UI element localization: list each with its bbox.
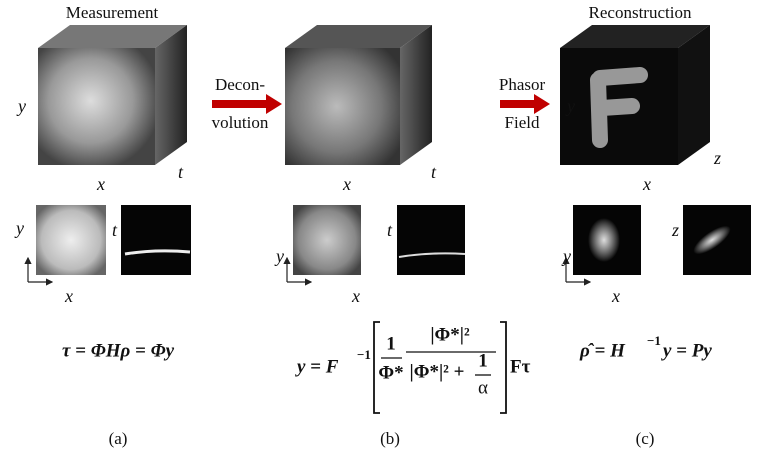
eq-part: y = F: [295, 356, 339, 377]
axis-label: x: [642, 174, 651, 194]
eq-part: Φ*: [378, 362, 403, 383]
xy-image: [293, 205, 361, 275]
arrow-head: [266, 94, 282, 114]
panel-title: Measurement: [66, 3, 159, 22]
xy-image: [36, 205, 106, 275]
eq-part: ρ̂ = H: [579, 340, 626, 361]
arrow-label: Phasor: [499, 75, 546, 94]
bracket: [373, 321, 380, 414]
axis-label: z: [713, 148, 721, 168]
equation: τ = ΦHρ = Φy: [62, 340, 175, 361]
axis-label: t: [387, 220, 393, 240]
axis-label: x: [342, 174, 351, 194]
eq-part: y = Py: [661, 340, 712, 361]
axis-label: y: [16, 96, 26, 116]
blob: [588, 218, 620, 262]
arrow-label: Field: [505, 113, 540, 132]
equation-c: ρ̂ = H −1 y = Py: [579, 333, 712, 361]
arrow-label: Decon-: [215, 75, 265, 94]
eq-part: 1: [478, 350, 488, 371]
axis-label: z: [671, 220, 679, 240]
eq-part: α: [478, 377, 488, 398]
axis-label: x: [351, 286, 360, 306]
eq-part: 1: [386, 333, 396, 354]
axis-label: t: [431, 162, 437, 182]
axis-label: y: [565, 96, 575, 116]
eq-part: |Φ*|²: [430, 324, 470, 345]
cube-c: [560, 25, 710, 165]
bracket: [500, 321, 507, 414]
axis-label: y: [561, 246, 571, 266]
axis-label: t: [178, 162, 184, 182]
axis-label: x: [64, 286, 73, 306]
panel-title: Reconstruction: [589, 3, 692, 22]
eq-sup: −1: [357, 347, 371, 362]
xt-image: [121, 205, 191, 275]
xt-image: [397, 205, 465, 275]
axis-label: y: [274, 246, 284, 266]
axis-label: y: [14, 218, 24, 238]
axis-label: x: [96, 174, 105, 194]
axis-label: t: [112, 220, 118, 240]
eq-part: |Φ*|² +: [410, 361, 465, 382]
arrow-head: [534, 94, 550, 114]
caption: (c): [636, 429, 655, 448]
cube-a: [38, 25, 187, 165]
cube-b: [285, 25, 432, 165]
axis-arrows: [24, 256, 592, 286]
caption: (b): [380, 429, 400, 448]
equation-b: y = F −1 1 Φ* |Φ*|² |Φ*|² + 1 α Fτ: [295, 321, 531, 414]
trace: [124, 249, 191, 256]
axis-label: x: [611, 286, 620, 306]
eq-part: Fτ: [510, 356, 531, 377]
trace: [398, 252, 466, 258]
caption: (a): [109, 429, 128, 448]
arrow-label: volution: [212, 113, 269, 132]
blob: [693, 225, 731, 255]
eq-sup: −1: [647, 333, 661, 348]
